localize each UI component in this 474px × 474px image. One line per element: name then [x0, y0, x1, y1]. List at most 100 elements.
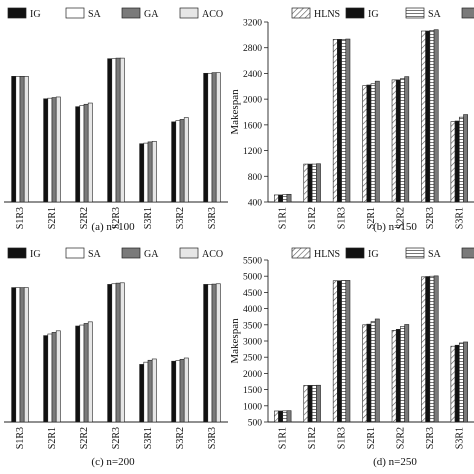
bar-S2R1-IG: [366, 84, 372, 203]
bar-S2R2-HLNS: [391, 79, 397, 203]
bar-S1R3-SA: [341, 280, 347, 423]
y-axis-label: Makespan: [229, 89, 241, 135]
y-tick-label: 3000: [243, 338, 262, 348]
x-tick-label: S1R3: [15, 427, 26, 449]
bar-S2R3-HLNS: [421, 30, 426, 203]
y-tick-label: 2400: [243, 70, 262, 80]
legend-label: IG: [30, 9, 41, 20]
bar-S1R2-HLNS: [303, 163, 309, 203]
bar-S2R2-IG: [75, 325, 81, 423]
x-tick-label: S3R2: [175, 427, 186, 449]
legend-swatch: [461, 247, 474, 259]
bar-S3R1-GA: [147, 141, 153, 203]
x-tick-label: S2R3: [111, 207, 122, 229]
legend-label: HLNS: [314, 249, 340, 260]
panel-caption: (d) n=250: [373, 456, 417, 468]
bar-S1R3-SA: [15, 76, 21, 203]
bar-S3R2-ACO: [183, 357, 189, 423]
y-tick-label: 3200: [243, 19, 262, 29]
y-tick-label: 400: [248, 199, 263, 209]
legend-label: ACO: [202, 249, 223, 260]
bar-S3R1-IG: [139, 143, 145, 203]
bar-S3R2-GA: [179, 358, 185, 423]
bar-S3R1-HLNS: [450, 345, 456, 423]
bar-S2R2-SA: [79, 105, 85, 203]
legend-swatch: [65, 7, 85, 19]
chart-panel-1: S1R3 S2R1 S2R2 S2R3 S3R1 S3R2 S3R3 IG SA GA ACO (a)…: [4, 7, 228, 233]
bar-S1R3-SA: [341, 39, 347, 203]
legend-swatch: [65, 247, 85, 259]
bar-S1R3-IG: [11, 287, 17, 423]
x-tick-label: S2R1: [366, 207, 377, 229]
bar-S2R3-IG: [107, 58, 113, 203]
bar-S1R2-SA: [311, 385, 317, 423]
x-tick-label: S2R2: [79, 427, 90, 449]
bar-S3R1-series4: [463, 114, 468, 203]
legend-swatch: [7, 7, 27, 19]
x-tick-label: S2R3: [425, 427, 436, 449]
bar-S2R2-SA: [400, 78, 405, 203]
bar-S1R3-HLNS: [332, 39, 338, 203]
bar-S3R1-SA: [458, 342, 464, 423]
bar-S2R1-SA: [370, 321, 376, 423]
bar-S2R1-SA: [47, 333, 53, 423]
x-tick-label: S3R1: [454, 427, 465, 449]
bar-S2R3-ACO: [119, 282, 125, 423]
x-tick-label: S2R1: [47, 427, 58, 449]
bar-S1R2-series4: [316, 163, 321, 203]
bar-S2R3-SA: [429, 30, 435, 203]
chart-panel-2: 400 800 1200 1600 2000 2400 2800 3200 Makespan S1…: [229, 7, 474, 233]
bar-S3R1-IG: [454, 344, 460, 423]
bar-S2R3-GA: [115, 282, 121, 423]
bar-S2R3-IG: [107, 284, 113, 423]
bar-S2R2-IG: [395, 79, 401, 203]
bar-S1R1-HLNS: [274, 410, 279, 423]
y-tick-label: 1500: [243, 386, 262, 396]
bar-S2R1-ACO: [55, 330, 61, 423]
bar-S2R3-IG: [425, 276, 431, 423]
bar-S3R2-SA: [175, 360, 181, 423]
x-tick-label: S2R2: [395, 207, 406, 229]
bar-S2R1-SA: [47, 97, 53, 203]
bar-S3R1-GA: [147, 359, 153, 423]
x-tick-label: S1R1: [278, 207, 289, 229]
bar-S1R3-ACO: [23, 287, 29, 423]
x-tick-label: S2R1: [47, 207, 58, 229]
bar-S3R2-ACO: [183, 117, 189, 203]
y-tick-label: 1000: [243, 402, 262, 412]
bar-S3R2-IG: [171, 360, 177, 423]
bar-S1R3-ACO: [23, 76, 29, 203]
bar-S2R3-SA: [111, 58, 117, 203]
bar-S1R2-series4: [316, 384, 321, 423]
x-tick-label: S1R2: [307, 427, 318, 449]
bar-S3R3-ACO: [215, 72, 221, 203]
panel-caption: (c) n=200: [91, 456, 135, 468]
bar-S1R1-series4: [286, 193, 292, 203]
bar-S2R1-SA: [370, 83, 376, 203]
legend-label: SA: [88, 9, 102, 20]
bar-S1R1-HLNS: [274, 194, 279, 203]
bar-S2R1-ACO: [55, 96, 61, 203]
bar-S2R3-ACO: [119, 57, 125, 203]
bar-S1R1-series4: [286, 410, 292, 423]
bar-S2R3-SA: [111, 283, 117, 423]
bar-S3R3-IG: [203, 284, 209, 423]
legend-label: IG: [368, 9, 379, 20]
legend-label: IG: [368, 249, 379, 260]
x-tick-label: S1R3: [15, 207, 26, 229]
bar-S1R3-IG: [11, 76, 17, 203]
legend-swatch: [291, 7, 311, 19]
x-tick-label: S2R2: [79, 207, 90, 229]
y-tick-label: 5000: [243, 273, 262, 283]
legend-label: ACO: [202, 9, 223, 20]
legend-label: IG: [30, 249, 41, 260]
y-tick-label: 5500: [243, 257, 262, 267]
bar-S1R3-IG: [337, 280, 342, 423]
bar-S2R3-series4: [433, 275, 439, 423]
x-tick-label: S1R1: [278, 427, 289, 449]
y-tick-label: 2000: [243, 370, 262, 380]
y-tick-label: 2000: [243, 96, 262, 106]
y-tick-label: 4500: [243, 289, 262, 299]
bar-S1R3-HLNS: [332, 280, 338, 423]
legend-swatch: [121, 7, 141, 19]
